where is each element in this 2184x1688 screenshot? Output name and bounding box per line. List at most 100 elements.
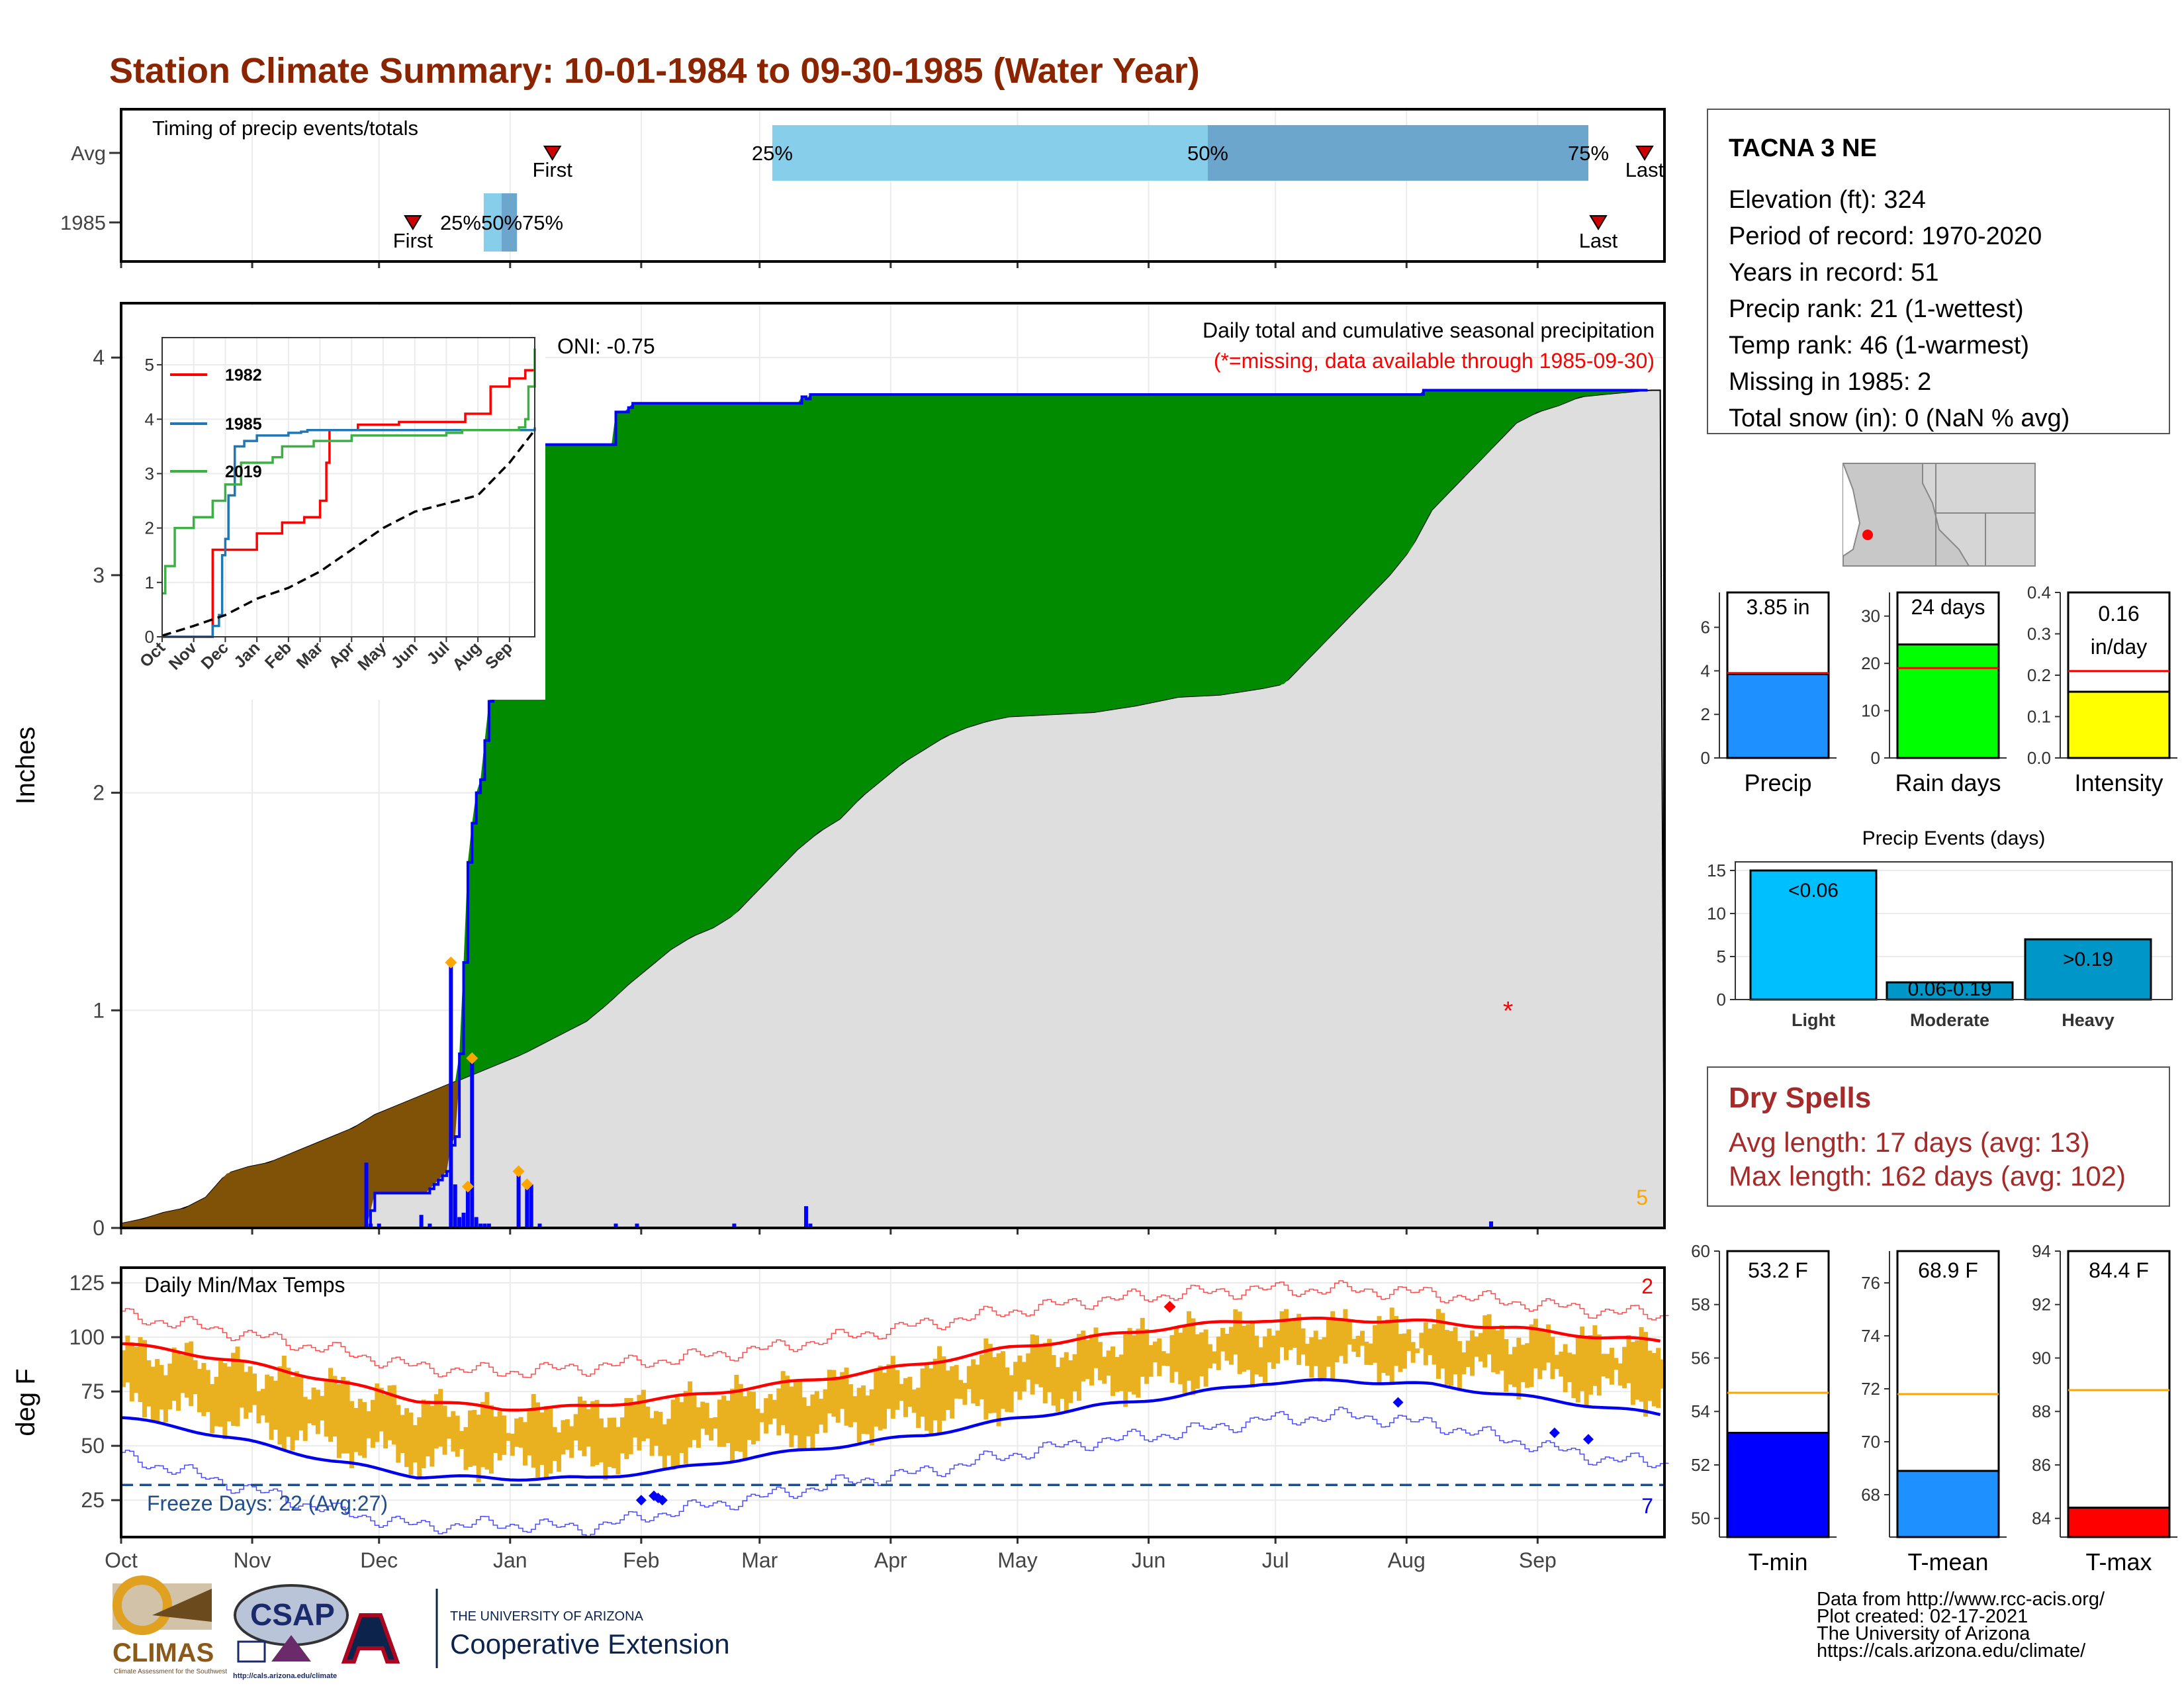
station-elevation: Elevation (ft): 324	[1729, 186, 1926, 214]
daily-temp-bar	[1161, 1351, 1166, 1366]
daily-temp-bar	[903, 1378, 908, 1417]
daily-temp-bar	[1432, 1324, 1437, 1365]
daily-temp-bar	[1330, 1311, 1336, 1379]
daily-temp-bar	[666, 1419, 672, 1456]
y1985-q50-q75-bar	[502, 193, 518, 252]
daily-temp-bar	[417, 1417, 422, 1477]
daily-temp-bar	[1064, 1352, 1069, 1413]
dry-spells-title: Dry Spells	[1729, 1082, 1871, 1114]
observed-cumulative-line	[121, 389, 1648, 1229]
record-precip-marker	[512, 1165, 525, 1178]
csap-logo: CSAP http://cals.arizona.edu/climate	[233, 1584, 349, 1680]
daily-temp-bar	[502, 1415, 507, 1455]
temp-panel-title: Daily Min/Max Temps	[144, 1273, 345, 1297]
daily-temp-bar	[324, 1382, 329, 1437]
precip-events-bar-label: 0.06-0.19	[1908, 978, 1992, 1000]
month-axis-label: Oct	[105, 1548, 138, 1572]
daily-temp-bar	[531, 1393, 536, 1468]
mini-bar-value	[1896, 643, 2000, 759]
daily-temp-bar	[810, 1394, 815, 1448]
daily-temp-bar	[1182, 1325, 1187, 1393]
daily-temp-bar	[612, 1417, 617, 1468]
mini-y-tick-label: 92	[2032, 1295, 2051, 1315]
daily-temp-bar	[1288, 1321, 1293, 1350]
summary-bar-charts: 0 2 4 6 3.85 in Precip 0 10 20 30 24 days Rain days…	[1691, 583, 2177, 1575]
record-max-line	[121, 1280, 1669, 1378]
daily-temp-bar	[506, 1432, 511, 1441]
daily-temp-bar	[1398, 1334, 1403, 1372]
ua-cooperative-extension: Cooperative Extension	[450, 1628, 730, 1660]
daily-temp-bar	[1097, 1342, 1103, 1381]
daily-temp-bar	[1148, 1345, 1154, 1377]
mini-y-tick-label: 2	[1701, 704, 1710, 724]
avg-q50-label: 50%	[1187, 142, 1228, 165]
record-low-marker	[1549, 1427, 1560, 1438]
mini-y-tick-label: 86	[2032, 1455, 2051, 1475]
station-temp-rank: Temp rank: 46 (1-warmest)	[1729, 332, 2029, 359]
daily-precip-bar	[804, 1206, 809, 1228]
month-axis-label: Sep	[1519, 1548, 1557, 1572]
y1985-quartile-labels: 25%50%75%	[440, 211, 563, 234]
mini-y-tick-label: 0	[1701, 748, 1710, 768]
daily-temp-bar	[142, 1340, 147, 1418]
daily-temp-bar	[1410, 1342, 1416, 1363]
daily-temp-bar	[231, 1352, 236, 1426]
mini-chart-precip-events: Precip Events (days) 0 5 10 15 <0.06 Light 0.06…	[1707, 827, 2173, 1030]
daily-temp-bar	[159, 1365, 164, 1410]
daily-temp-bar	[226, 1366, 232, 1422]
daily-temp-bar	[396, 1405, 401, 1463]
normal-min-line	[120, 1378, 1661, 1482]
daily-temp-bar	[895, 1370, 900, 1410]
daily-temp-bar	[1237, 1311, 1242, 1374]
above-normal-area	[121, 390, 1648, 1224]
daily-temp-bar	[1575, 1335, 1580, 1403]
mini-y-tick-label: 94	[2032, 1241, 2051, 1261]
daily-precip-bar	[470, 1058, 475, 1228]
daily-temp-bar	[1000, 1351, 1005, 1409]
ua-logo: THE UNIVERSITY OF ARIZONA Cooperative Ex…	[341, 1589, 730, 1668]
daily-temp-bar	[307, 1399, 312, 1424]
footer-credits: Data from http://www.rcc-acis.org/ Plot …	[1817, 1589, 2105, 1662]
normal-cumulative-area	[120, 389, 1666, 1229]
avg-last-label: Last	[1625, 158, 1664, 181]
daily-temp-bar	[1559, 1351, 1564, 1377]
daily-temp-bar	[848, 1384, 853, 1428]
precip-y-tick-label: 3	[93, 563, 105, 587]
daily-temp-bar	[755, 1409, 760, 1441]
daily-temp-bar	[1419, 1333, 1424, 1348]
daily-temp-bar	[433, 1394, 439, 1449]
daily-temp-bar	[688, 1381, 693, 1448]
daily-temp-bar	[1318, 1339, 1323, 1382]
csap-url: http://cals.arizona.edu/climate	[233, 1672, 337, 1680]
daily-temp-bar	[819, 1399, 824, 1425]
daily-temp-bar	[522, 1422, 527, 1466]
daily-temp-bar	[1351, 1338, 1357, 1352]
csap-wordmark: CSAP	[250, 1597, 335, 1632]
daily-temp-bar	[1263, 1336, 1268, 1383]
precip-panel: 0 1 2 3 4 Inches * 5 Daily total and cumulative …	[11, 302, 1666, 1240]
daily-temp-bar	[286, 1368, 291, 1437]
daily-temp-bar	[332, 1376, 338, 1437]
missing-count: 5	[1636, 1186, 1648, 1209]
mini-bar-value-label: 24 days	[1911, 595, 1985, 619]
station-location-dot	[1862, 530, 1873, 540]
daily-temp-bar	[878, 1366, 883, 1430]
daily-temp-range-bars	[121, 1307, 1665, 1482]
daily-temp-bar	[565, 1419, 570, 1450]
daily-temp-bar	[1415, 1348, 1420, 1354]
daily-temp-bar	[933, 1358, 938, 1421]
daily-temp-bar	[823, 1389, 828, 1433]
daily-temp-bar	[869, 1389, 874, 1446]
daily-temp-bar	[442, 1405, 447, 1455]
daily-temp-bar	[1478, 1333, 1483, 1362]
daily-temp-bar	[586, 1409, 591, 1447]
daily-temp-bar	[535, 1402, 541, 1478]
avg-first-label: First	[533, 158, 573, 181]
timing-frame	[120, 108, 1666, 263]
temp-frame	[120, 1266, 1666, 1538]
daily-temp-bar	[1102, 1356, 1107, 1384]
daily-temp-bar	[294, 1371, 299, 1440]
daily-temp-bar	[1660, 1359, 1665, 1389]
daily-temp-bar	[641, 1389, 646, 1442]
precip-events-y-tick-label: 10	[1707, 904, 1726, 923]
